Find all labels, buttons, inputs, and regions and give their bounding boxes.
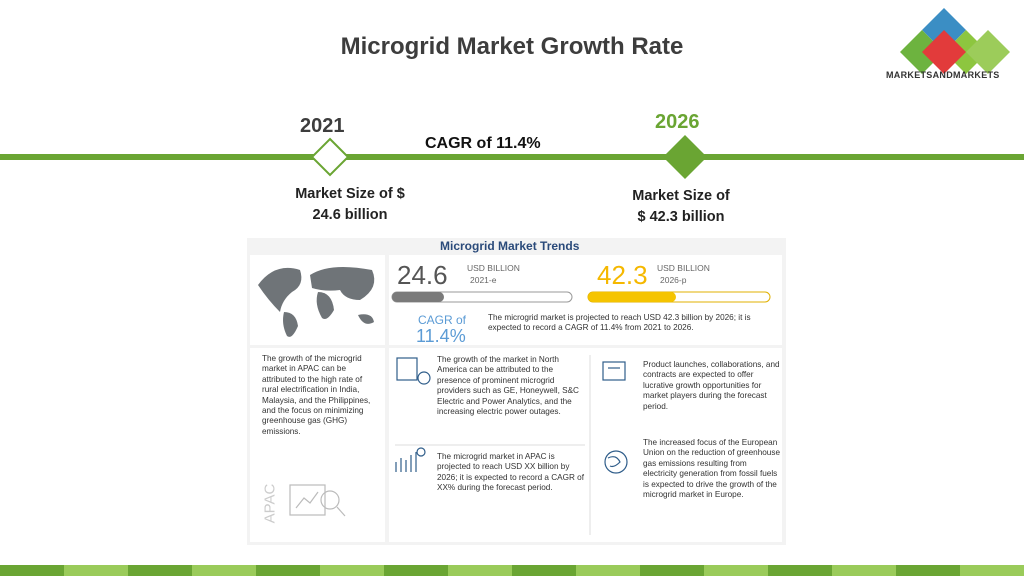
trend-point: The increased focus of the European Unio… [643,438,781,500]
metric-unit: USD BILLION [657,263,710,273]
cagr-value: 11.4% [416,326,466,346]
metric-year: 2026-p [660,275,687,285]
metric-value: 24.6 [397,260,448,290]
market-size: Market Size of $ 42.3 billion [591,186,771,228]
logo-diamond [922,30,966,74]
timeline-line [0,154,1024,160]
panel [250,348,385,542]
metric-unit: USD BILLION [467,263,520,273]
text-line: Market Size of $ [295,186,405,202]
text-line: 24.6 billion [312,207,388,223]
year: 2026 [655,111,700,133]
cagr-label: CAGR of 11.4% [425,135,541,152]
metric-value: 42.3 [597,260,648,290]
market-size: Market Size of $ 24.6 billion [260,184,440,226]
text-line: Market Size of [632,188,730,204]
icon [289,484,346,517]
progress-fill [392,292,444,302]
logo-diamond [966,30,1010,74]
infographic-title: Microgrid Market Trends [440,239,580,253]
cagr-caption: CAGR of [418,313,467,327]
milestone [310,137,350,177]
trend-point: Product launches, collaborations, and co… [643,360,780,411]
summary: The microgrid market is projected to rea… [488,313,751,333]
slide-title: Microgrid Market Growth Rate [340,33,684,60]
region-label: APAC [261,483,279,524]
text-line: $ 42.3 billion [637,209,725,225]
footer-stripe [0,565,1024,576]
world-map [258,266,375,337]
metric-year: 2021-e [470,275,497,285]
milestone [663,135,707,179]
logo-text: MARKETSANDMARKETS [886,70,1000,80]
apac-note: The growth of the microgrid market in AP… [262,354,371,436]
trend-point: The growth of the market in North Americ… [437,355,579,417]
icon [395,357,628,474]
year: 2021 [300,115,345,137]
trend-point: The microgrid market in APAC is projecte… [437,452,584,493]
progress-fill [588,292,676,302]
